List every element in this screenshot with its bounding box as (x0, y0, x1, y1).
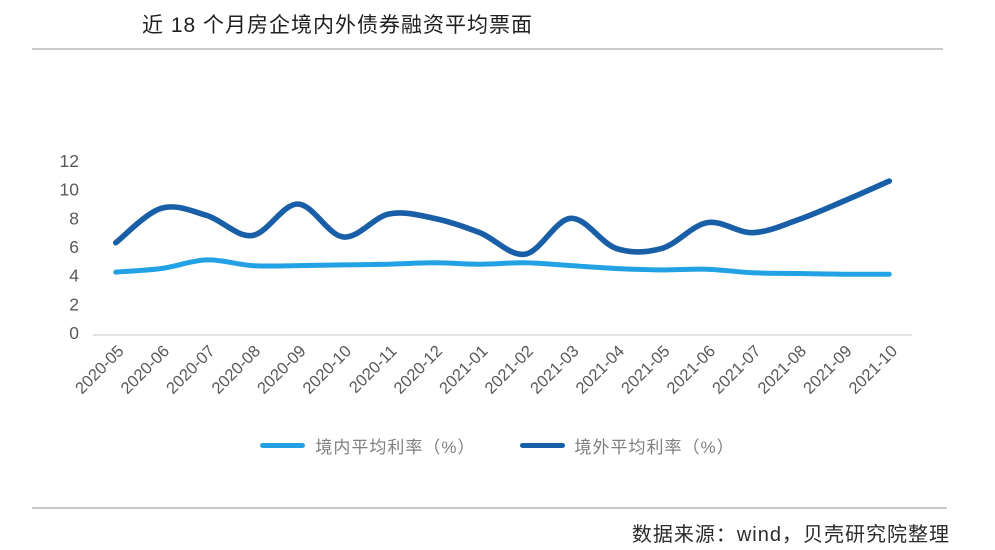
y-tick-label: 2 (69, 294, 79, 314)
y-tick-label: 0 (69, 323, 79, 343)
x-tick-label: 2020-12 (391, 342, 447, 398)
legend-label-overseas: 境外平均利率（%） (574, 438, 735, 457)
x-tick-label: 2021-07 (709, 342, 765, 398)
legend-label-domestic: 境内平均利率（%） (315, 438, 476, 457)
x-tick-label: 2020-11 (346, 342, 401, 397)
y-tick-label: 10 (60, 180, 80, 200)
chart-legend: 境内平均利率（%） 境外平均利率（%） (0, 433, 995, 458)
x-tick-label: 2021-01 (436, 342, 492, 398)
x-tick-label: 2021-06 (664, 342, 720, 398)
series-line-overseas (112, 178, 893, 257)
legend-swatch-overseas-icon (519, 443, 565, 448)
x-tick-label: 2020-07 (163, 342, 219, 398)
top-divider (32, 48, 943, 50)
data-source: 数据来源：wind，贝壳研究院整理 (631, 524, 950, 546)
legend-item-overseas: 境外平均利率（%） (519, 433, 735, 458)
bottom-divider (32, 507, 947, 509)
x-tick-label: 2021-10 (846, 342, 902, 398)
x-tick-label: 2020-06 (118, 342, 174, 398)
x-tick-label: 2021-08 (755, 342, 811, 398)
x-tick-label: 2020-08 (209, 342, 265, 398)
y-tick-label: 8 (69, 208, 79, 228)
x-tick-label: 2021-02 (482, 342, 538, 398)
chart-title: 近 18 个月房企境内外债券融资平均票面 (142, 14, 534, 37)
x-tick-label: 2021-09 (800, 342, 856, 398)
x-tick-label: 2021-05 (618, 342, 674, 398)
x-tick-label: 2020-10 (300, 342, 356, 398)
y-tick-label: 4 (69, 266, 79, 286)
legend-item-domestic: 境内平均利率（%） (260, 433, 475, 458)
x-tick-label: 2021-03 (527, 342, 583, 398)
y-tick-label: 6 (69, 237, 79, 257)
x-tick-label: 2020-05 (72, 342, 128, 398)
series-line-domestic (113, 257, 892, 277)
x-tick-label: 2020-09 (254, 342, 310, 398)
legend-swatch-domestic-icon (260, 443, 306, 448)
chart-canvas: 0246810122020-052020-062020-072020-08202… (60, 151, 912, 398)
y-tick-label: 12 (60, 151, 79, 171)
x-tick-label: 2021-04 (573, 342, 629, 398)
